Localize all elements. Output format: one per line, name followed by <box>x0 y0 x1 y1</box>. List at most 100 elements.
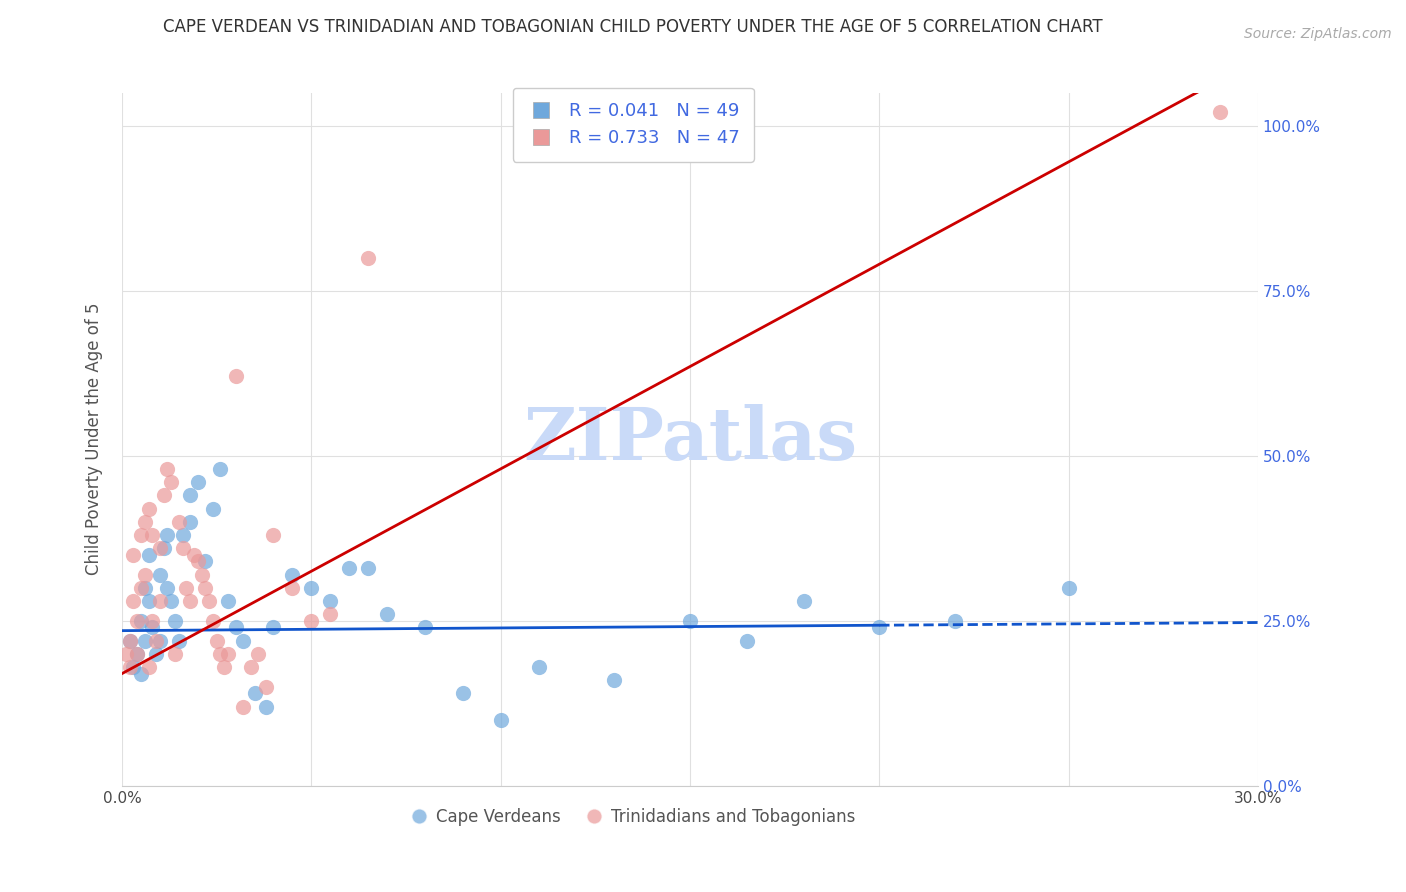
Y-axis label: Child Poverty Under the Age of 5: Child Poverty Under the Age of 5 <box>86 303 103 575</box>
Point <box>138 501 160 516</box>
Point <box>299 581 322 595</box>
Point <box>134 633 156 648</box>
Point <box>138 660 160 674</box>
Point <box>239 660 262 674</box>
Point <box>247 647 270 661</box>
Point <box>118 633 141 648</box>
Point <box>145 647 167 661</box>
Point <box>160 594 183 608</box>
Point <box>190 567 212 582</box>
Point <box>254 699 277 714</box>
Point <box>179 488 201 502</box>
Point <box>1209 105 1232 120</box>
Point <box>603 673 626 688</box>
Point <box>134 581 156 595</box>
Point <box>167 515 190 529</box>
Point <box>127 614 149 628</box>
Point <box>129 614 152 628</box>
Point <box>194 554 217 568</box>
Point <box>149 567 172 582</box>
Point <box>254 680 277 694</box>
Point <box>263 620 285 634</box>
Point <box>134 515 156 529</box>
Point <box>152 541 174 555</box>
Point <box>138 594 160 608</box>
Point <box>129 666 152 681</box>
Point <box>263 528 285 542</box>
Point <box>141 614 163 628</box>
Point <box>792 594 814 608</box>
Point <box>179 515 201 529</box>
Point <box>217 647 239 661</box>
Point <box>232 699 254 714</box>
Point <box>122 548 145 562</box>
Point <box>299 614 322 628</box>
Point <box>943 614 966 628</box>
Point <box>165 614 187 628</box>
Point <box>156 581 179 595</box>
Point <box>187 475 209 489</box>
Point <box>337 561 360 575</box>
Text: CAPE VERDEAN VS TRINIDADIAN AND TOBAGONIAN CHILD POVERTY UNDER THE AGE OF 5 CORR: CAPE VERDEAN VS TRINIDADIAN AND TOBAGONI… <box>163 18 1102 36</box>
Point <box>176 581 198 595</box>
Point <box>172 541 194 555</box>
Point <box>156 528 179 542</box>
Point <box>183 548 205 562</box>
Point <box>225 369 247 384</box>
Point <box>205 633 228 648</box>
Point <box>735 633 758 648</box>
Point <box>451 686 474 700</box>
Point <box>129 528 152 542</box>
Point <box>214 660 236 674</box>
Point <box>160 475 183 489</box>
Point <box>141 620 163 634</box>
Point <box>679 614 702 628</box>
Point <box>281 567 304 582</box>
Point <box>489 713 512 727</box>
Point <box>172 528 194 542</box>
Point <box>179 594 201 608</box>
Point <box>122 594 145 608</box>
Point <box>165 647 187 661</box>
Point <box>114 647 136 661</box>
Point <box>138 548 160 562</box>
Point <box>243 686 266 700</box>
Point <box>357 561 380 575</box>
Point <box>127 647 149 661</box>
Point <box>122 660 145 674</box>
Point <box>868 620 890 634</box>
Point <box>149 541 172 555</box>
Legend: Cape Verdeans, Trinidadians and Tobagonians: Cape Verdeans, Trinidadians and Tobagoni… <box>405 802 862 833</box>
Point <box>232 633 254 648</box>
Point <box>209 647 232 661</box>
Point <box>167 633 190 648</box>
Text: Source: ZipAtlas.com: Source: ZipAtlas.com <box>1244 27 1392 41</box>
Point <box>149 594 172 608</box>
Point <box>319 594 342 608</box>
Point <box>225 620 247 634</box>
Point <box>198 594 221 608</box>
Point <box>217 594 239 608</box>
Point <box>527 660 550 674</box>
Point <box>134 567 156 582</box>
Point <box>187 554 209 568</box>
Point <box>118 660 141 674</box>
Point <box>1057 581 1080 595</box>
Point <box>156 462 179 476</box>
Point <box>201 501 224 516</box>
Point <box>201 614 224 628</box>
Point <box>129 581 152 595</box>
Point <box>209 462 232 476</box>
Point <box>413 620 436 634</box>
Text: ZIPatlas: ZIPatlas <box>523 404 858 475</box>
Point <box>141 528 163 542</box>
Point <box>357 251 380 265</box>
Point <box>145 633 167 648</box>
Point <box>194 581 217 595</box>
Point <box>319 607 342 621</box>
Point <box>281 581 304 595</box>
Point <box>149 633 172 648</box>
Point <box>118 633 141 648</box>
Point <box>152 488 174 502</box>
Point <box>127 647 149 661</box>
